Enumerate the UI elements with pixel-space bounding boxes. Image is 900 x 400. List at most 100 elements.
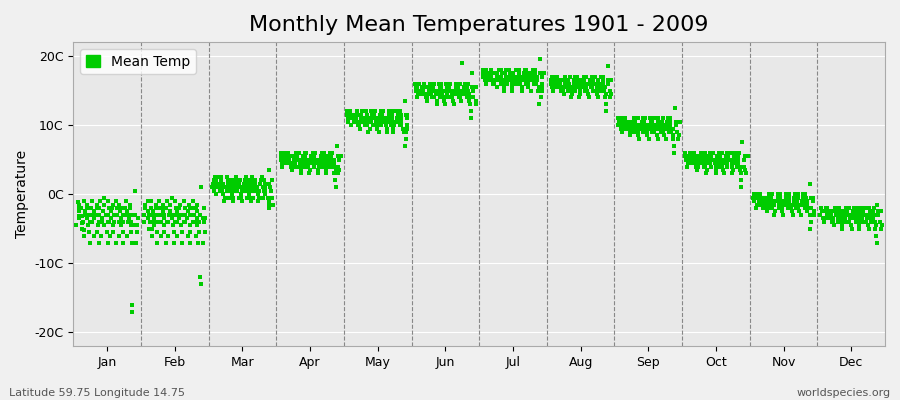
Point [449,80,464,87]
Point [374,122,388,128]
Point [779,201,794,208]
Point [71,208,86,215]
Point [590,84,604,90]
Point [137,219,151,225]
Point [245,181,259,187]
Point [186,212,201,218]
Point [374,108,388,114]
Point [379,129,393,135]
Point [557,80,572,87]
Point [642,125,656,132]
Point [860,212,875,218]
Point [614,115,628,121]
Point [263,184,277,190]
Point [81,212,95,218]
Point [295,160,310,166]
Point [453,80,467,87]
Point [454,87,468,94]
Point [171,212,185,218]
Point [670,118,684,125]
Point [869,239,884,246]
Point [208,181,222,187]
Point [274,153,289,159]
Point [256,188,271,194]
Point [799,198,814,204]
Point [715,163,729,170]
Point [165,212,179,218]
Point [458,91,473,97]
Point [110,205,124,211]
Point [646,115,661,121]
Point [645,118,660,125]
Point [623,129,637,135]
Point [734,177,748,184]
Point [234,194,248,201]
Point [330,153,345,159]
Point [586,87,600,94]
Point [142,219,157,225]
Point [805,194,819,201]
Point [484,74,499,80]
Point [759,194,773,201]
Point [633,125,647,132]
Point [281,150,295,156]
Point [138,201,152,208]
Point [101,239,115,246]
Point [90,201,104,208]
Point [346,115,360,121]
Point [159,219,174,225]
Point [518,80,533,87]
Point [226,188,240,194]
Point [216,184,230,190]
Point [849,212,863,218]
Point [188,219,202,225]
Point [702,156,716,163]
Point [321,160,336,166]
Point [835,226,850,232]
Point [429,101,444,108]
Point [749,191,763,197]
Point [163,201,177,208]
Point [87,232,102,239]
Point [341,118,356,125]
Point [845,212,859,218]
Point [222,188,237,194]
Point [419,94,434,101]
Point [220,188,234,194]
Point [315,156,329,163]
Point [784,201,798,208]
Point [760,208,775,215]
Point [727,160,742,166]
Point [113,222,128,228]
Point [353,118,367,125]
Point [699,170,714,177]
Point [654,118,669,125]
Point [223,184,238,190]
Point [567,74,581,80]
Point [698,150,712,156]
Point [104,215,118,222]
Point [797,205,812,211]
Point [723,156,737,163]
Point [846,205,860,211]
Point [242,194,256,201]
Point [699,160,714,166]
Point [601,77,616,83]
Point [611,115,625,121]
Point [485,70,500,76]
Point [616,118,630,125]
Point [801,205,815,211]
Point [826,215,841,222]
Point [122,215,136,222]
Point [702,160,716,166]
Point [119,198,133,204]
Point [599,91,614,97]
Point [412,87,427,94]
Point [391,118,405,125]
Point [763,194,778,201]
Point [506,77,520,83]
Point [505,84,519,90]
Point [440,91,454,97]
Point [383,122,398,128]
Point [493,66,508,73]
